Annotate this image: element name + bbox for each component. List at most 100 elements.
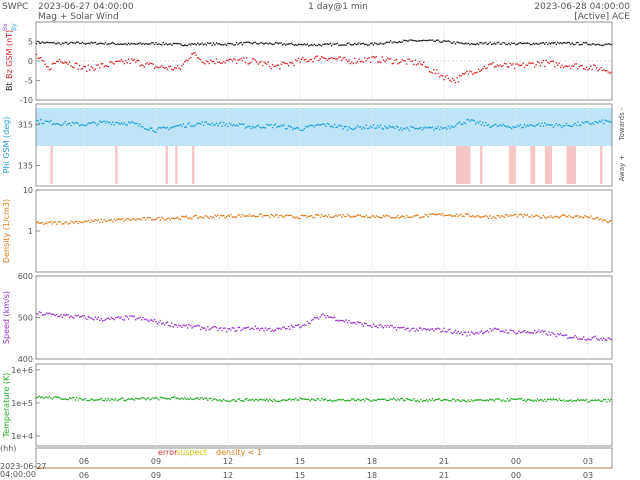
temperature-point bbox=[554, 398, 556, 401]
bt-point bbox=[461, 42, 464, 45]
speed-point bbox=[577, 338, 579, 340]
bz-point bbox=[296, 59, 298, 62]
temperature-point bbox=[247, 399, 249, 402]
density-point bbox=[77, 222, 79, 225]
bz-point bbox=[567, 65, 569, 68]
density-point bbox=[332, 216, 334, 219]
phi-point bbox=[525, 126, 527, 128]
bz-point bbox=[261, 64, 264, 67]
bz-point bbox=[457, 81, 460, 83]
phi-point bbox=[425, 127, 428, 129]
phi-point bbox=[152, 129, 154, 132]
bz-point bbox=[597, 69, 599, 72]
bt-point bbox=[156, 43, 159, 46]
temperature-point bbox=[499, 399, 502, 401]
bz-point bbox=[37, 57, 39, 59]
temperature-point bbox=[323, 398, 326, 401]
temperature-point bbox=[364, 400, 366, 402]
bt-point bbox=[109, 43, 111, 45]
phi-point bbox=[276, 126, 278, 129]
bz-point bbox=[397, 62, 399, 65]
bt-point bbox=[525, 42, 527, 44]
temperature-point bbox=[233, 398, 235, 401]
bt-point bbox=[378, 43, 381, 45]
density-point bbox=[222, 214, 225, 217]
density-point bbox=[58, 220, 61, 223]
speed-point bbox=[460, 331, 463, 334]
phi-point bbox=[84, 125, 87, 127]
phi-point bbox=[218, 123, 221, 125]
density-point bbox=[552, 217, 555, 219]
bt-point bbox=[351, 44, 353, 46]
bt-point bbox=[397, 41, 399, 44]
density-point bbox=[353, 215, 356, 218]
density-point bbox=[233, 215, 235, 218]
phi-point bbox=[326, 122, 329, 125]
temperature-point bbox=[198, 398, 200, 401]
bz-point bbox=[207, 61, 209, 63]
bz-point bbox=[166, 68, 169, 71]
bt-point bbox=[490, 43, 493, 46]
phi-point bbox=[63, 122, 65, 125]
bz-point bbox=[212, 60, 215, 63]
bt-point bbox=[558, 42, 560, 45]
bz-point bbox=[325, 57, 327, 60]
temperature-point bbox=[372, 399, 375, 401]
bz-point bbox=[84, 65, 87, 68]
phi-point bbox=[65, 124, 68, 126]
phi-point bbox=[495, 123, 497, 126]
bt-point bbox=[519, 41, 522, 44]
density-point bbox=[225, 215, 228, 218]
temperature-point bbox=[451, 398, 454, 400]
bz-point bbox=[312, 60, 314, 63]
bz-point bbox=[158, 67, 160, 69]
density-point bbox=[228, 215, 231, 217]
bz-point bbox=[231, 60, 234, 62]
density-point bbox=[529, 216, 532, 218]
speed-point bbox=[37, 313, 39, 315]
speed-point bbox=[417, 330, 419, 332]
density-point bbox=[100, 218, 103, 221]
density-point bbox=[48, 221, 51, 224]
bz-point bbox=[292, 62, 294, 64]
density-point bbox=[312, 216, 314, 219]
speed-point bbox=[161, 322, 163, 325]
phi-point bbox=[545, 124, 547, 126]
density-point bbox=[336, 215, 339, 218]
temperature-point bbox=[510, 397, 513, 400]
speed-point bbox=[100, 317, 103, 320]
phi-point bbox=[601, 119, 604, 121]
bz-point bbox=[163, 67, 166, 70]
density-point bbox=[169, 219, 172, 221]
bz-point bbox=[339, 56, 342, 58]
bt-point bbox=[162, 41, 164, 44]
phi-point bbox=[569, 125, 572, 127]
phi-point bbox=[528, 125, 530, 127]
speed-point bbox=[437, 327, 440, 330]
bz-point bbox=[405, 63, 408, 65]
bz-point bbox=[97, 64, 100, 66]
bz-point bbox=[307, 60, 310, 62]
speed-point bbox=[333, 316, 336, 318]
density-point bbox=[159, 219, 162, 221]
bt-point bbox=[564, 42, 566, 44]
speed-point bbox=[474, 332, 477, 334]
bz-point bbox=[551, 60, 553, 63]
speed-point bbox=[441, 330, 444, 333]
bz-point bbox=[283, 61, 286, 64]
density-point bbox=[434, 213, 437, 216]
bz-point bbox=[251, 58, 254, 60]
density-point bbox=[506, 214, 509, 216]
phi-point bbox=[279, 125, 281, 128]
bz-point bbox=[302, 57, 304, 59]
temperature-point bbox=[227, 400, 229, 402]
bt-point bbox=[142, 42, 144, 45]
bt-point bbox=[222, 44, 225, 46]
bz-point bbox=[545, 59, 547, 62]
temperature-point bbox=[415, 400, 418, 403]
temperature-point bbox=[378, 398, 381, 401]
phi-point bbox=[237, 125, 239, 127]
temperature-point bbox=[153, 397, 156, 400]
speed-point bbox=[149, 319, 151, 321]
phi-point bbox=[358, 126, 360, 128]
